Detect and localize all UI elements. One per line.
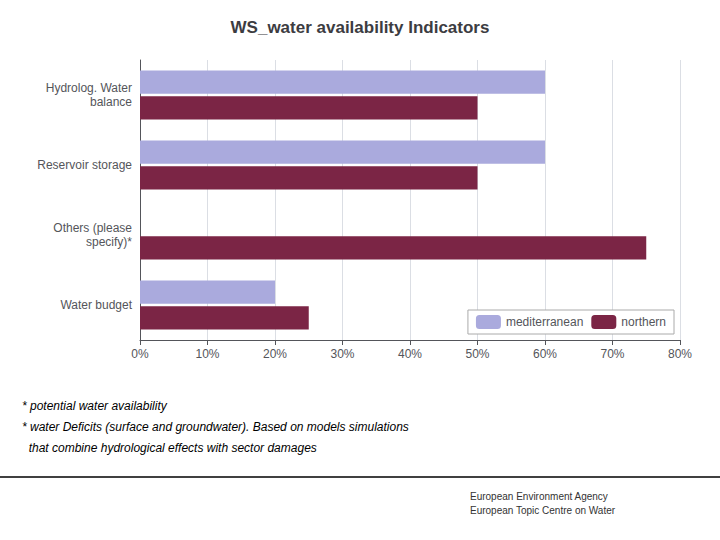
svg-text:specify)*: specify)* [86, 235, 132, 249]
svg-text:Water budget: Water budget [60, 298, 132, 312]
svg-text:30%: 30% [330, 347, 354, 361]
svg-text:WS_water availability Indicato: WS_water availability Indicators [231, 18, 490, 37]
svg-text:northern: northern [621, 315, 666, 329]
svg-text:10%: 10% [195, 347, 219, 361]
svg-text:Others (please: Others (please [53, 221, 132, 235]
svg-text:Reservoir storage: Reservoir storage [37, 158, 132, 172]
svg-text:0%: 0% [131, 347, 149, 361]
svg-text:mediterranean: mediterranean [506, 315, 583, 329]
svg-text:Hydrolog. Water: Hydrolog. Water [46, 81, 132, 95]
svg-text:balance: balance [90, 95, 132, 109]
svg-text:European Environment Agency: European Environment Agency [470, 491, 608, 502]
svg-text:70%: 70% [600, 347, 624, 361]
svg-text:50%: 50% [465, 347, 489, 361]
svg-text:European Topic Centre on Water: European Topic Centre on Water [470, 505, 616, 516]
svg-text:* water Deficits (surface and: * water Deficits (surface and groundwate… [22, 420, 409, 434]
svg-text:60%: 60% [533, 347, 557, 361]
svg-text:* potential water availability: * potential water availability [22, 399, 168, 413]
svg-text:80%: 80% [668, 347, 692, 361]
svg-text:40%: 40% [398, 347, 422, 361]
svg-text:that combine hydrological effe: that combine hydrological effects with s… [22, 441, 317, 455]
svg-text:20%: 20% [263, 347, 287, 361]
